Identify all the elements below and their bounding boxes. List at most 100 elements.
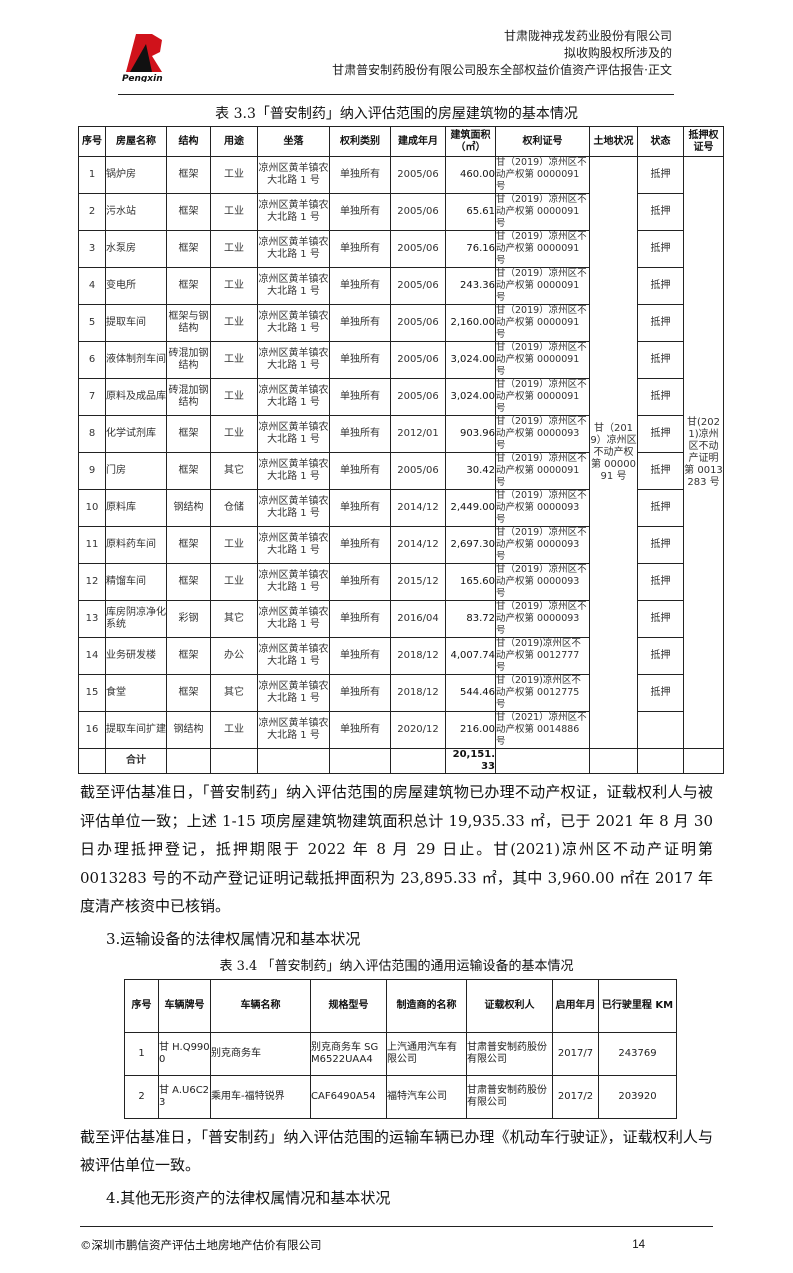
built-date: 2005/06 [390, 267, 446, 305]
area: 903.96 [445, 415, 496, 453]
built-date: 2020/12 [390, 711, 446, 749]
right-type: 单独所有 [329, 230, 391, 268]
usage: 工业 [210, 267, 258, 305]
usage: 工业 [210, 526, 258, 564]
right-type: 单独所有 [329, 156, 391, 194]
vehicle-model: CAF6490A54 [310, 1074, 387, 1119]
column-header: 抵押权证号 [683, 126, 724, 157]
usage: 工业 [210, 341, 258, 379]
vehicle-start: 2017/2 [552, 1074, 599, 1119]
right-type: 单独所有 [329, 637, 391, 675]
built-date: 2005/06 [390, 193, 446, 231]
certificate-number: 甘（2019）凉州区不动产权第 0000091 号 [495, 156, 590, 194]
certificate-number: 甘（2019）凉州区不动产权第 0000093 号 [495, 600, 590, 638]
row-number: 13 [78, 600, 106, 638]
header-divider [118, 94, 674, 95]
building-name: 精馏车间 [105, 563, 167, 601]
status: 抵押 [637, 341, 684, 379]
built-date: 2015/12 [390, 563, 446, 601]
land-status: 甘（2019）凉州区不动产权第 0000091 号 [589, 156, 638, 749]
row-number: 14 [78, 637, 106, 675]
table1-title: 表 3.3「普安制药」纳入评估范围的房屋建筑物的基本情况 [215, 106, 578, 122]
area: 2,449.00 [445, 489, 496, 527]
structure: 框架 [166, 415, 211, 453]
right-type: 单独所有 [329, 674, 391, 712]
column-header: 证载权利人 [466, 978, 553, 1033]
built-date: 2005/06 [390, 230, 446, 268]
usage: 办公 [210, 637, 258, 675]
structure: 框架 [166, 637, 211, 675]
vehicle-km: 203920 [598, 1074, 677, 1119]
status: 抵押 [637, 193, 684, 231]
area: 544.46 [445, 674, 496, 712]
structure: 框架 [166, 267, 211, 305]
status: 抵押 [637, 452, 684, 490]
building-name: 业务研发楼 [105, 637, 167, 675]
column-header: 已行驶里程 KM [598, 978, 677, 1033]
right-type: 单独所有 [329, 415, 391, 453]
location: 凉州区黄羊镇农大北路 1 号 [257, 156, 330, 194]
total-empty [495, 748, 590, 774]
vehicle-model: 别克商务车 SGM6522UAA4 [310, 1031, 387, 1076]
structure: 钢结构 [166, 489, 211, 527]
vehicle-plate: 甘 A.U6C23 [158, 1074, 211, 1119]
building-name: 化学试剂库 [105, 415, 167, 453]
status: 抵押 [637, 637, 684, 675]
status: 抵押 [637, 156, 684, 194]
status: 抵押 [637, 378, 684, 416]
right-type: 单独所有 [329, 378, 391, 416]
certificate-number: 甘（2019）凉州区不动产权第 0000093 号 [495, 563, 590, 601]
right-type: 单独所有 [329, 267, 391, 305]
area: 243.36 [445, 267, 496, 305]
area: 83.72 [445, 600, 496, 638]
area: 76.16 [445, 230, 496, 268]
column-header: 权利证号 [495, 126, 590, 157]
building-name: 原料库 [105, 489, 167, 527]
column-header: 状态 [637, 126, 684, 157]
section-heading-3: 3.运输设备的法律权属情况和基本状况 [106, 929, 361, 948]
status: 抵押 [637, 674, 684, 712]
total-empty [390, 748, 446, 774]
table-row: 12 精馏车间 框架 工业 凉州区黄羊镇农大北路 1 号单独所有 2015/12 165.6… [78, 563, 724, 601]
built-date: 2012/01 [390, 415, 446, 453]
certificate-number: 甘（2019）凉州区不动产权第 0000091 号 [495, 378, 590, 416]
vehicle-name: 别克商务车 [210, 1031, 311, 1076]
area: 460.00 [445, 156, 496, 194]
status: 抵押 [637, 526, 684, 564]
table-row: 15 食堂 框架 其它 凉州区黄羊镇农大北路 1 号单独所有 2018/12 544.46 甘… [78, 674, 724, 712]
structure: 框架 [166, 674, 211, 712]
right-type: 单独所有 [329, 526, 391, 564]
usage: 其它 [210, 674, 258, 712]
area: 2,697.30 [445, 526, 496, 564]
building-name: 液体制剂车间 [105, 341, 167, 379]
status: 抵押 [637, 563, 684, 601]
usage: 工业 [210, 415, 258, 453]
location: 凉州区黄羊镇农大北路 1 号 [257, 341, 330, 379]
building-name: 污水站 [105, 193, 167, 231]
column-header: 坐落 [257, 126, 330, 157]
page-number: 14 [632, 1238, 645, 1251]
section-heading-4: 4.其他无形资产的法律权属情况和基本状况 [106, 1188, 391, 1207]
column-header: 用途 [210, 126, 258, 157]
structure: 框架 [166, 230, 211, 268]
certificate-number: 甘（2019）凉州区不动产权第 0000091 号 [495, 452, 590, 490]
svg-text:Pengxin: Pengxin [122, 74, 163, 82]
vehicle-maker: 福特汽车公司 [386, 1074, 467, 1119]
location: 凉州区黄羊镇农大北路 1 号 [257, 674, 330, 712]
location: 凉州区黄羊镇农大北路 1 号 [257, 711, 330, 749]
structure: 彩钢 [166, 600, 211, 638]
area: 30.42 [445, 452, 496, 490]
structure: 框架 [166, 156, 211, 194]
table-header-row: 序号 房屋名称 结构 用途 坐落 权利类别 建成年月 建筑面积（㎡） 权利证号 土地状况 状态 抵押权… [78, 126, 724, 157]
area: 216.00 [445, 711, 496, 749]
built-date: 2005/06 [390, 341, 446, 379]
total-empty [257, 748, 330, 774]
buildings-table: 序号 房屋名称 结构 用途 坐落 权利类别 建成年月 建筑面积（㎡） 权利证号 土地状况 状态 抵押权… [78, 126, 724, 774]
footer: ©深圳市鹏信资产评估土地房地产估价有限公司 14 [80, 1237, 645, 1253]
total-area: 20,151.33 [445, 748, 496, 774]
building-name: 食堂 [105, 674, 167, 712]
usage: 其它 [210, 452, 258, 490]
certificate-number: 甘（2019）凉州区不动产权第 0000093 号 [495, 526, 590, 564]
